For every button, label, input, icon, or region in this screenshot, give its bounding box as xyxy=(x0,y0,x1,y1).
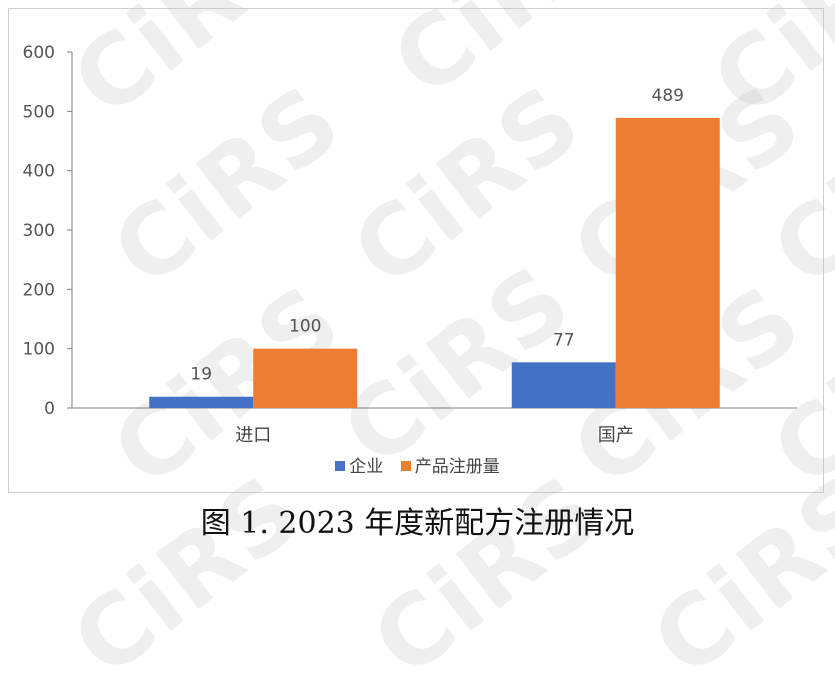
data-label: 77 xyxy=(553,330,575,350)
data-label: 100 xyxy=(289,317,321,337)
y-tick-label: 600 xyxy=(23,43,55,63)
x-tick-label: 进口 xyxy=(235,425,271,446)
bar xyxy=(511,362,616,408)
y-tick-label: 0 xyxy=(44,399,55,419)
bar xyxy=(149,396,254,408)
figure-caption: 图 1. 2023 年度新配方注册情况 xyxy=(200,506,635,541)
y-tick-label: 300 xyxy=(23,221,55,241)
legend-swatch-series-1 xyxy=(335,461,346,471)
legend-label-series-1: 企业 xyxy=(349,457,384,477)
data-label: 19 xyxy=(190,365,212,385)
y-tick-label: 100 xyxy=(23,340,55,360)
bar-chart: 0 100 200 300 400 500 600 进口 19 100 国产 77 489 xyxy=(23,43,797,446)
bar xyxy=(253,348,358,408)
bar xyxy=(615,117,720,409)
y-tick-label: 400 xyxy=(23,162,55,182)
y-tick-label: 200 xyxy=(23,280,55,300)
x-tick-label: 国产 xyxy=(598,425,634,446)
legend-swatch-series-2 xyxy=(400,461,411,471)
legend-item-series-1: 企业 xyxy=(335,452,383,477)
legend-label-series-2: 产品注册量 xyxy=(414,457,500,477)
y-tick-label: 500 xyxy=(23,102,55,122)
data-label: 489 xyxy=(652,86,684,106)
legend-item-series-2: 产品注册量 xyxy=(400,452,500,477)
legend: 企业 产品注册量 xyxy=(0,452,835,477)
